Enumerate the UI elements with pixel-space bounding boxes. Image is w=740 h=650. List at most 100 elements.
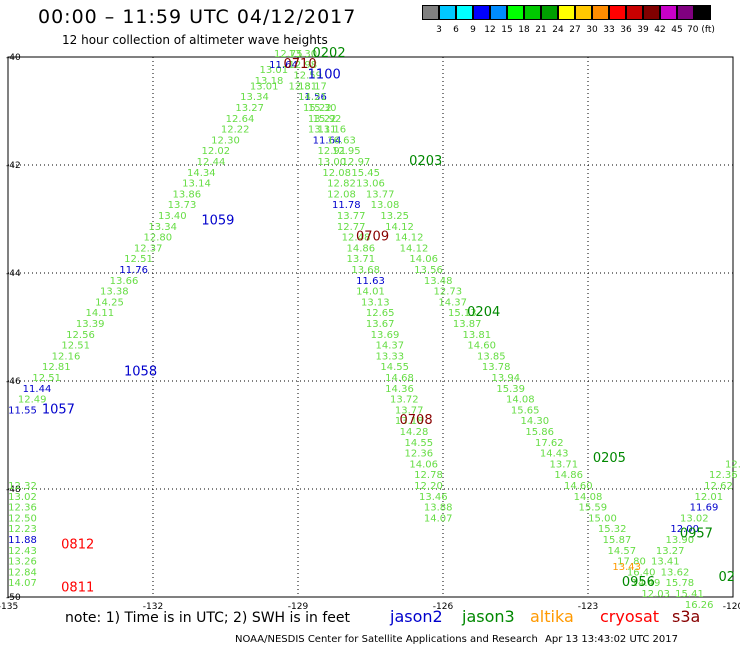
swh-value: 12.81 [289, 81, 318, 92]
swh-value: 13.18 [255, 76, 284, 87]
pass-time-label: 1058 [124, 365, 157, 380]
swh-value: 12.78 [414, 470, 443, 481]
swh-value: 12.02 [202, 146, 231, 157]
swh-value: 11.69 [690, 503, 719, 514]
swh-value: 13.46 [419, 492, 448, 503]
color-scale-label: 70 (ft) [687, 25, 715, 35]
color-scale-swatch [592, 5, 609, 20]
swh-value: 12.49 [18, 395, 47, 406]
x-tick-label: -135 [0, 602, 18, 612]
color-scale-label: 36 [620, 25, 632, 35]
swh-value: 16.26 [685, 600, 714, 611]
y-tick-label: -48 [6, 485, 21, 495]
swh-value: 17.62 [535, 438, 564, 449]
x-tick-label: -129 [288, 602, 309, 612]
color-scale-label: 30 [586, 25, 598, 35]
swh-value: 12.48 [342, 233, 371, 244]
color-scale-swatch [643, 5, 660, 20]
color-scale-swatch [558, 5, 575, 20]
color-scale-swatch [507, 5, 524, 20]
swh-value: 12. [725, 459, 740, 470]
swh-value: 14.60 [467, 341, 496, 352]
swh-value: 12.77 [337, 222, 366, 233]
satellite-legend-jason3: jason3 [462, 607, 515, 626]
pass-time-label: 0957 [680, 527, 713, 542]
pass-time-label: 0202 [313, 46, 346, 61]
swh-value: 11.55 [8, 405, 37, 416]
swh-value: 12.98 [289, 60, 318, 71]
swh-value: 14.36 [385, 384, 414, 395]
swh-value: 13.18 [395, 416, 424, 427]
swh-value: 13.78 [482, 362, 511, 373]
swh-value: 12.32 [8, 481, 37, 492]
pass-time-label: 0708 [400, 413, 433, 428]
pass-time-label: 1059 [201, 213, 234, 228]
swh-value: 13.72 [390, 395, 419, 406]
swh-value: 13.81 [463, 330, 492, 341]
color-scale-swatch [439, 5, 456, 20]
swh-value: 14.08 [506, 395, 535, 406]
swh-value: 15.59 [579, 503, 608, 514]
satellite-legend-s3a: s3a [672, 607, 701, 626]
swh-value: 12.81 [42, 362, 71, 373]
page-subtitle: 12 hour collection of altimeter wave hei… [62, 33, 328, 47]
swh-value: 13.68 [351, 265, 380, 276]
swh-value: 12.00 [670, 524, 699, 535]
credit-text: NOAA/NESDIS Center for Satellite Applica… [235, 634, 538, 645]
footer-note: note: 1) Time is in UTC; 2) SWH is in fe… [65, 610, 351, 626]
swh-value: 12.95 [332, 146, 361, 157]
swh-value: 14.68 [385, 373, 414, 384]
swh-value: 13.34 [148, 222, 177, 233]
color-scale-swatch [422, 5, 439, 20]
swh-value: 12.51 [61, 341, 90, 352]
x-tick-label: -123 [578, 602, 598, 612]
swh-value: 14.07 [424, 513, 453, 524]
y-tick-label: -44 [6, 269, 21, 279]
swh-value: 13.13 [361, 297, 390, 308]
color-scale-swatch [677, 5, 694, 20]
swh-value: 11.16 [318, 125, 347, 136]
swh-value: 14.49 [632, 578, 661, 589]
color-scale-label: 6 [453, 25, 459, 35]
swh-value: 15.92 [313, 114, 342, 125]
swh-value: 13.06 [356, 179, 385, 190]
swh-value: 13.69 [371, 330, 400, 341]
swh-value: 12.56 [66, 330, 95, 341]
swh-value: 12.08 [327, 189, 356, 200]
color-scale-swatch [609, 5, 626, 20]
swh-value: 13.90 [666, 535, 695, 546]
swh-value: 11.76 [119, 265, 148, 276]
swh-value: 13.02 [8, 492, 37, 503]
color-scale-swatch [524, 5, 541, 20]
swh-value: 13.88 [424, 503, 453, 514]
swh-value: 14.86 [347, 243, 376, 254]
swh-value: 13.31 [308, 125, 337, 136]
swh-value: 13.27 [235, 103, 264, 114]
color-scale-label: 24 [552, 25, 564, 35]
color-scale-label: 33 [603, 25, 615, 35]
swh-value: 15.22 [303, 103, 332, 114]
pass-time-label: 0812 [61, 537, 94, 552]
swh-value: 15.30 [308, 103, 337, 114]
swh-value: 14.08 [574, 492, 603, 503]
swh-value: 13.56 [414, 265, 443, 276]
satellite-legend-cryosat: cryosat [600, 607, 660, 626]
swh-value: 16.40 [627, 567, 656, 578]
swh-value: 12.91 [318, 146, 347, 157]
swh-value: 11.88 [8, 535, 37, 546]
swh-value: 13.25 [380, 211, 409, 222]
color-scale-label: 39 [637, 25, 649, 35]
pass-time-label: 1100 [308, 68, 341, 83]
swh-value: 14.06 [409, 459, 438, 470]
swh-value: 12.36 [405, 449, 434, 460]
swh-value: 14.12 [385, 222, 414, 233]
swh-value: 12.03 [641, 589, 670, 600]
swh-value: 13.67 [366, 319, 395, 330]
swh-value: 14.34 [187, 168, 216, 179]
swh-value: 14.57 [608, 546, 637, 557]
swh-value: 13.39 [76, 319, 105, 330]
swh-value: 13.02 [680, 513, 709, 524]
swh-value: 13.17 [298, 81, 327, 92]
color-scale-label: 42 [654, 25, 666, 35]
swh-value: 13.34 [240, 92, 269, 103]
